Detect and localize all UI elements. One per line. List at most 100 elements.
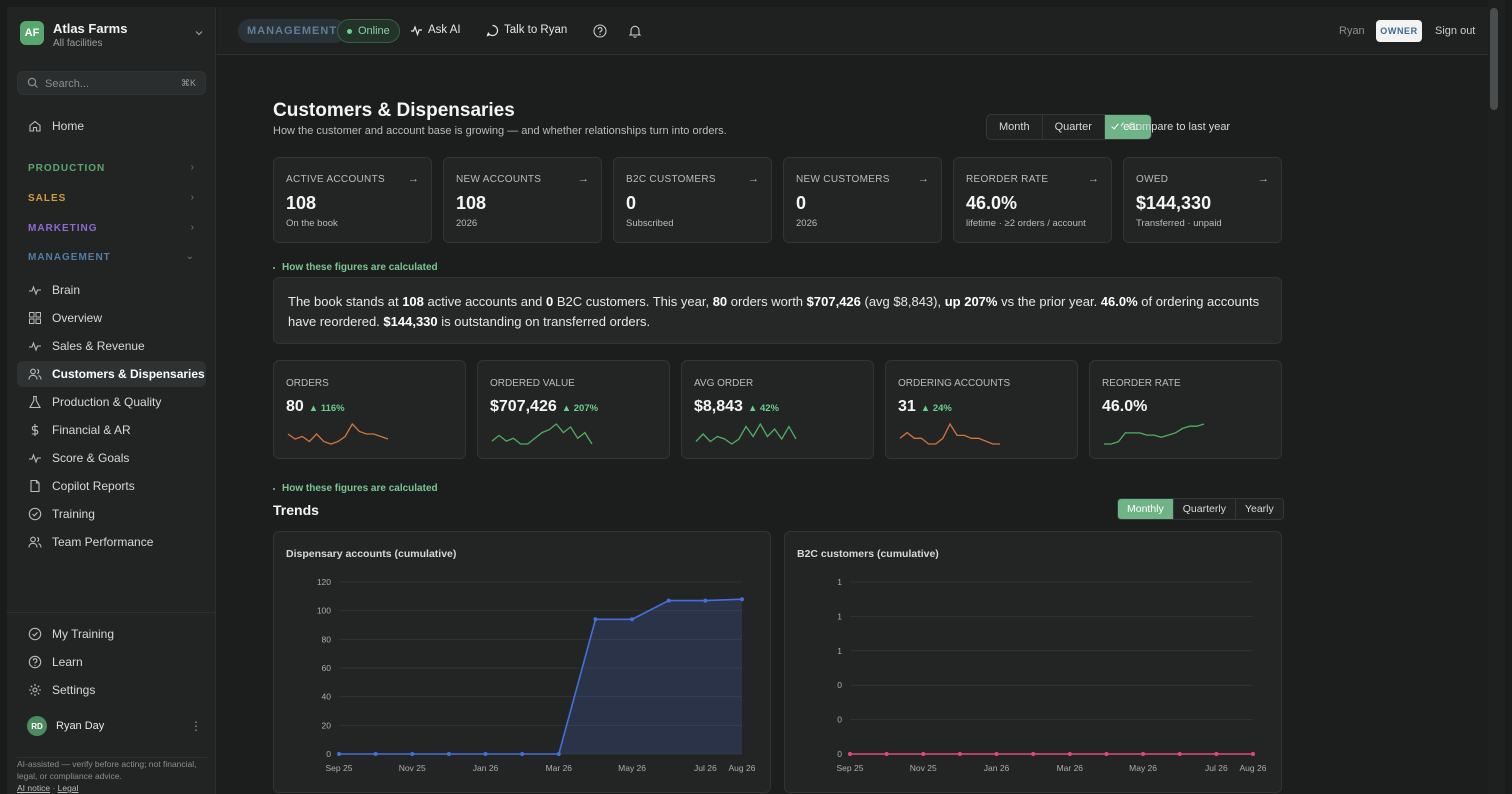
kpi-card-new-accounts[interactable]: NEW ACCOUNTS → 108 2026 [443,157,602,243]
section-label: MARKETING [28,223,98,234]
summary-text: of ordering accounts have reordered. [288,294,1260,329]
sidebar-item-label: Sales & Revenue [52,339,145,353]
grain-yearly[interactable]: Yearly [1244,503,1274,515]
sidebar-item-score-goals[interactable]: Score & Goals [17,445,206,471]
org-switcher[interactable]: AF Atlas Farms All facilities [19,21,204,49]
bullet-icon [273,267,275,269]
grain-quarterly[interactable]: Quarterly [1174,499,1236,519]
data-point [1104,752,1109,756]
kpi-label: ACTIVE ACCOUNTS [286,174,385,185]
sidebar-item-my-training[interactable]: My Training [17,621,206,647]
metric-card-reorder-rate: REORDER RATE 46.0% [1089,360,1282,459]
sidebar-item-label: Production & Quality [52,395,162,409]
pulse-icon [29,341,41,352]
y-tick-label: 80 [322,634,332,644]
file-icon [30,479,40,493]
chart-title: B2C customers (cumulative) [797,548,939,560]
org-subtitle: All facilities [53,38,103,49]
sidebar-item-customers-dispensaries[interactable]: Customers & Dispensaries [17,361,206,387]
metric-delta: ▲ 207% [561,403,599,414]
kpi-sub: Transferred · unpaid [1136,218,1222,229]
sidebar-section-sales[interactable]: SALES › [17,190,206,208]
kpi-card-new-customers[interactable]: NEW CUSTOMERS → 0 2026 [783,157,942,243]
x-tick-label: Aug 26 [729,763,756,773]
scrollbar-thumb[interactable] [1490,8,1498,110]
kpi-card-owed[interactable]: OWED → $144,330 Transferred · unpaid [1123,157,1282,243]
search-input[interactable]: Search... ⌘K [17,71,206,95]
metric-delta: ▲ 42% [747,403,779,414]
period-year[interactable]: Year [1104,115,1152,139]
y-tick-label: 0 [837,749,842,759]
current-user: Ryan [1339,25,1365,37]
period-quarter[interactable]: Quarter [1043,115,1105,139]
sign-out-button[interactable]: Sign out [1435,25,1476,37]
more-vertical-icon[interactable]: ⋮ [190,719,202,733]
kpi-card-reorder-rate[interactable]: REORDER RATE → 46.0% lifetime · ≥2 orders /… [953,157,1112,243]
y-tick-label: 120 [317,577,331,587]
ai-notice-link[interactable]: AI notice [17,783,51,793]
page-subtitle: How the customer and account base is gro… [273,125,727,137]
kpi-card-active-accounts[interactable]: ACTIVE ACCOUNTS → 108 On the book [273,157,432,243]
grain-monthly[interactable]: Monthly [1118,499,1174,519]
arrow-right-icon: → [578,173,589,185]
scrollbar-track[interactable] [1488,0,1505,794]
sidebar-item-label: Financial & AR [52,423,131,437]
sidebar-item-team-performance[interactable]: Team Performance [17,529,206,555]
summary-worth: $707,426 [806,294,861,309]
data-point [740,597,744,602]
sidebar-item-learn[interactable]: Learn [17,649,206,675]
sidebar-item-settings[interactable]: Settings [17,677,206,703]
bell-icon[interactable] [628,24,642,38]
sparkline-line [287,422,389,445]
help-circle-icon[interactable] [593,24,607,38]
ask-ai-button[interactable]: Ask AI [410,23,470,39]
chart-b2c-customers: B2C customers (cumulative) 0 0 0 1 1 1 Sep 25 N… [784,531,1282,793]
sidebar-item-home[interactable]: Home [17,113,206,139]
x-tick-label: Jan 26 [473,763,499,773]
app-window: AF Atlas Farms All facilities Search... … [7,7,1495,794]
data-point [666,598,671,603]
sidebar-item-sales-revenue[interactable]: Sales & Revenue [17,333,206,359]
kpi-label: B2C CUSTOMERS [626,174,716,185]
x-tick-label: May 26 [618,763,646,773]
x-tick-label: May 26 [1129,763,1157,773]
section-label: PRODUCTION [28,163,106,174]
legal-link[interactable]: Legal [57,783,79,793]
user-menu[interactable]: RD Ryan Day ⋮ [17,715,206,739]
data-point [520,752,525,756]
sparkline [899,422,1000,445]
chart-dispensary-accounts: Dispensary accounts (cumulative) 0 20 40 60… [273,531,771,793]
metric-label: ORDERED VALUE [490,378,575,389]
sidebar-item-copilot-reports[interactable]: Copilot Reports [17,473,206,499]
calc-label: How these figures are calculated [282,483,438,494]
sidebar-item-financial-ar[interactable]: Financial & AR [17,417,206,443]
talk-to-ryan-button[interactable]: Talk to Ryan [486,23,571,39]
metric-value: 31 [898,398,916,415]
flask-icon [29,395,41,409]
y-tick-label: 1 [837,611,842,621]
series-line [339,598,743,755]
data-point [957,752,962,756]
metric-label: REORDER RATE [1102,378,1181,389]
users-icon [28,368,42,380]
sidebar-item-training[interactable]: Training [17,501,206,527]
summary-up: up 207% [944,294,998,309]
data-point [921,752,926,756]
sidebar-section-management[interactable]: MANAGEMENT ⌄ [17,249,206,267]
metric-value: 46.0% [1102,398,1148,415]
period-month[interactable]: Month [987,115,1043,139]
sidebar-item-label: Team Performance [52,535,154,549]
role-badge: OWNER [1376,20,1422,42]
sidebar-item-brain[interactable]: Brain [17,277,206,303]
status-text: Online [358,25,390,37]
sidebar-section-marketing[interactable]: MARKETING › [17,220,206,238]
kpi-card-b2c-customers[interactable]: B2C CUSTOMERS → 0 Subscribed [613,157,772,243]
sidebar-item-overview[interactable]: Overview [17,305,206,331]
y-tick-label: 0 [837,680,842,690]
sidebar-section-production[interactable]: PRODUCTION › [17,160,206,178]
sidebar-item-production-quality[interactable]: Production & Quality [17,389,206,415]
x-tick-label: Mar 26 [1057,763,1084,773]
arrow-right-icon: → [1088,173,1099,185]
y-tick-label: 1 [837,646,842,656]
bullet-icon [273,488,275,490]
